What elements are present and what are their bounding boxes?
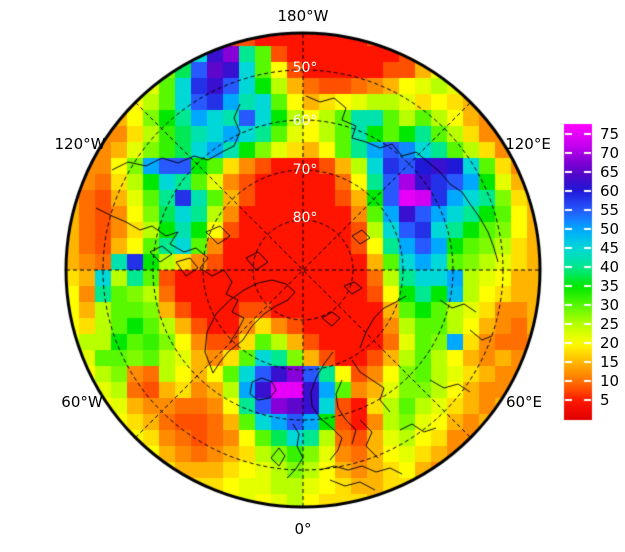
colorbar-tick-label: 60 [600,182,620,200]
colorbar-tick-label: 10 [600,372,620,390]
colorbar-tick-label: 70 [600,144,620,162]
colorbar-tick-label: 25 [600,315,620,333]
colorbar-tick-label: 65 [600,163,620,181]
longitude-label-120w: 120°W [54,135,106,153]
colorbar-tick-label: 40 [600,258,620,276]
colorbar-tick-label: 15 [600,353,620,371]
longitude-label-0: 0° [294,520,312,538]
latitude-label-50: 50° [292,60,318,76]
colorbar-tick-label: 55 [600,201,620,219]
colorbar-tick-label: 75 [600,125,620,143]
colorbar-tick-label: 30 [600,296,620,314]
longitude-label-60w: 60°W [61,393,103,411]
latitude-label-70: 70° [292,162,318,178]
longitude-label-60e: 60°E [505,393,543,411]
colorbar-tick-label: 50 [600,220,620,238]
colorbar-tick-label: 5 [600,391,610,409]
longitude-label-120e: 120°E [505,135,551,153]
colorbar-tick-label: 35 [600,277,620,295]
colorbar-tick-label: 20 [600,334,620,352]
latitude-label-60: 60° [292,113,318,129]
latitude-label-80: 80° [292,210,318,226]
colorbar-tick-label: 45 [600,239,620,257]
longitude-label-180w: 180°W [277,7,329,25]
